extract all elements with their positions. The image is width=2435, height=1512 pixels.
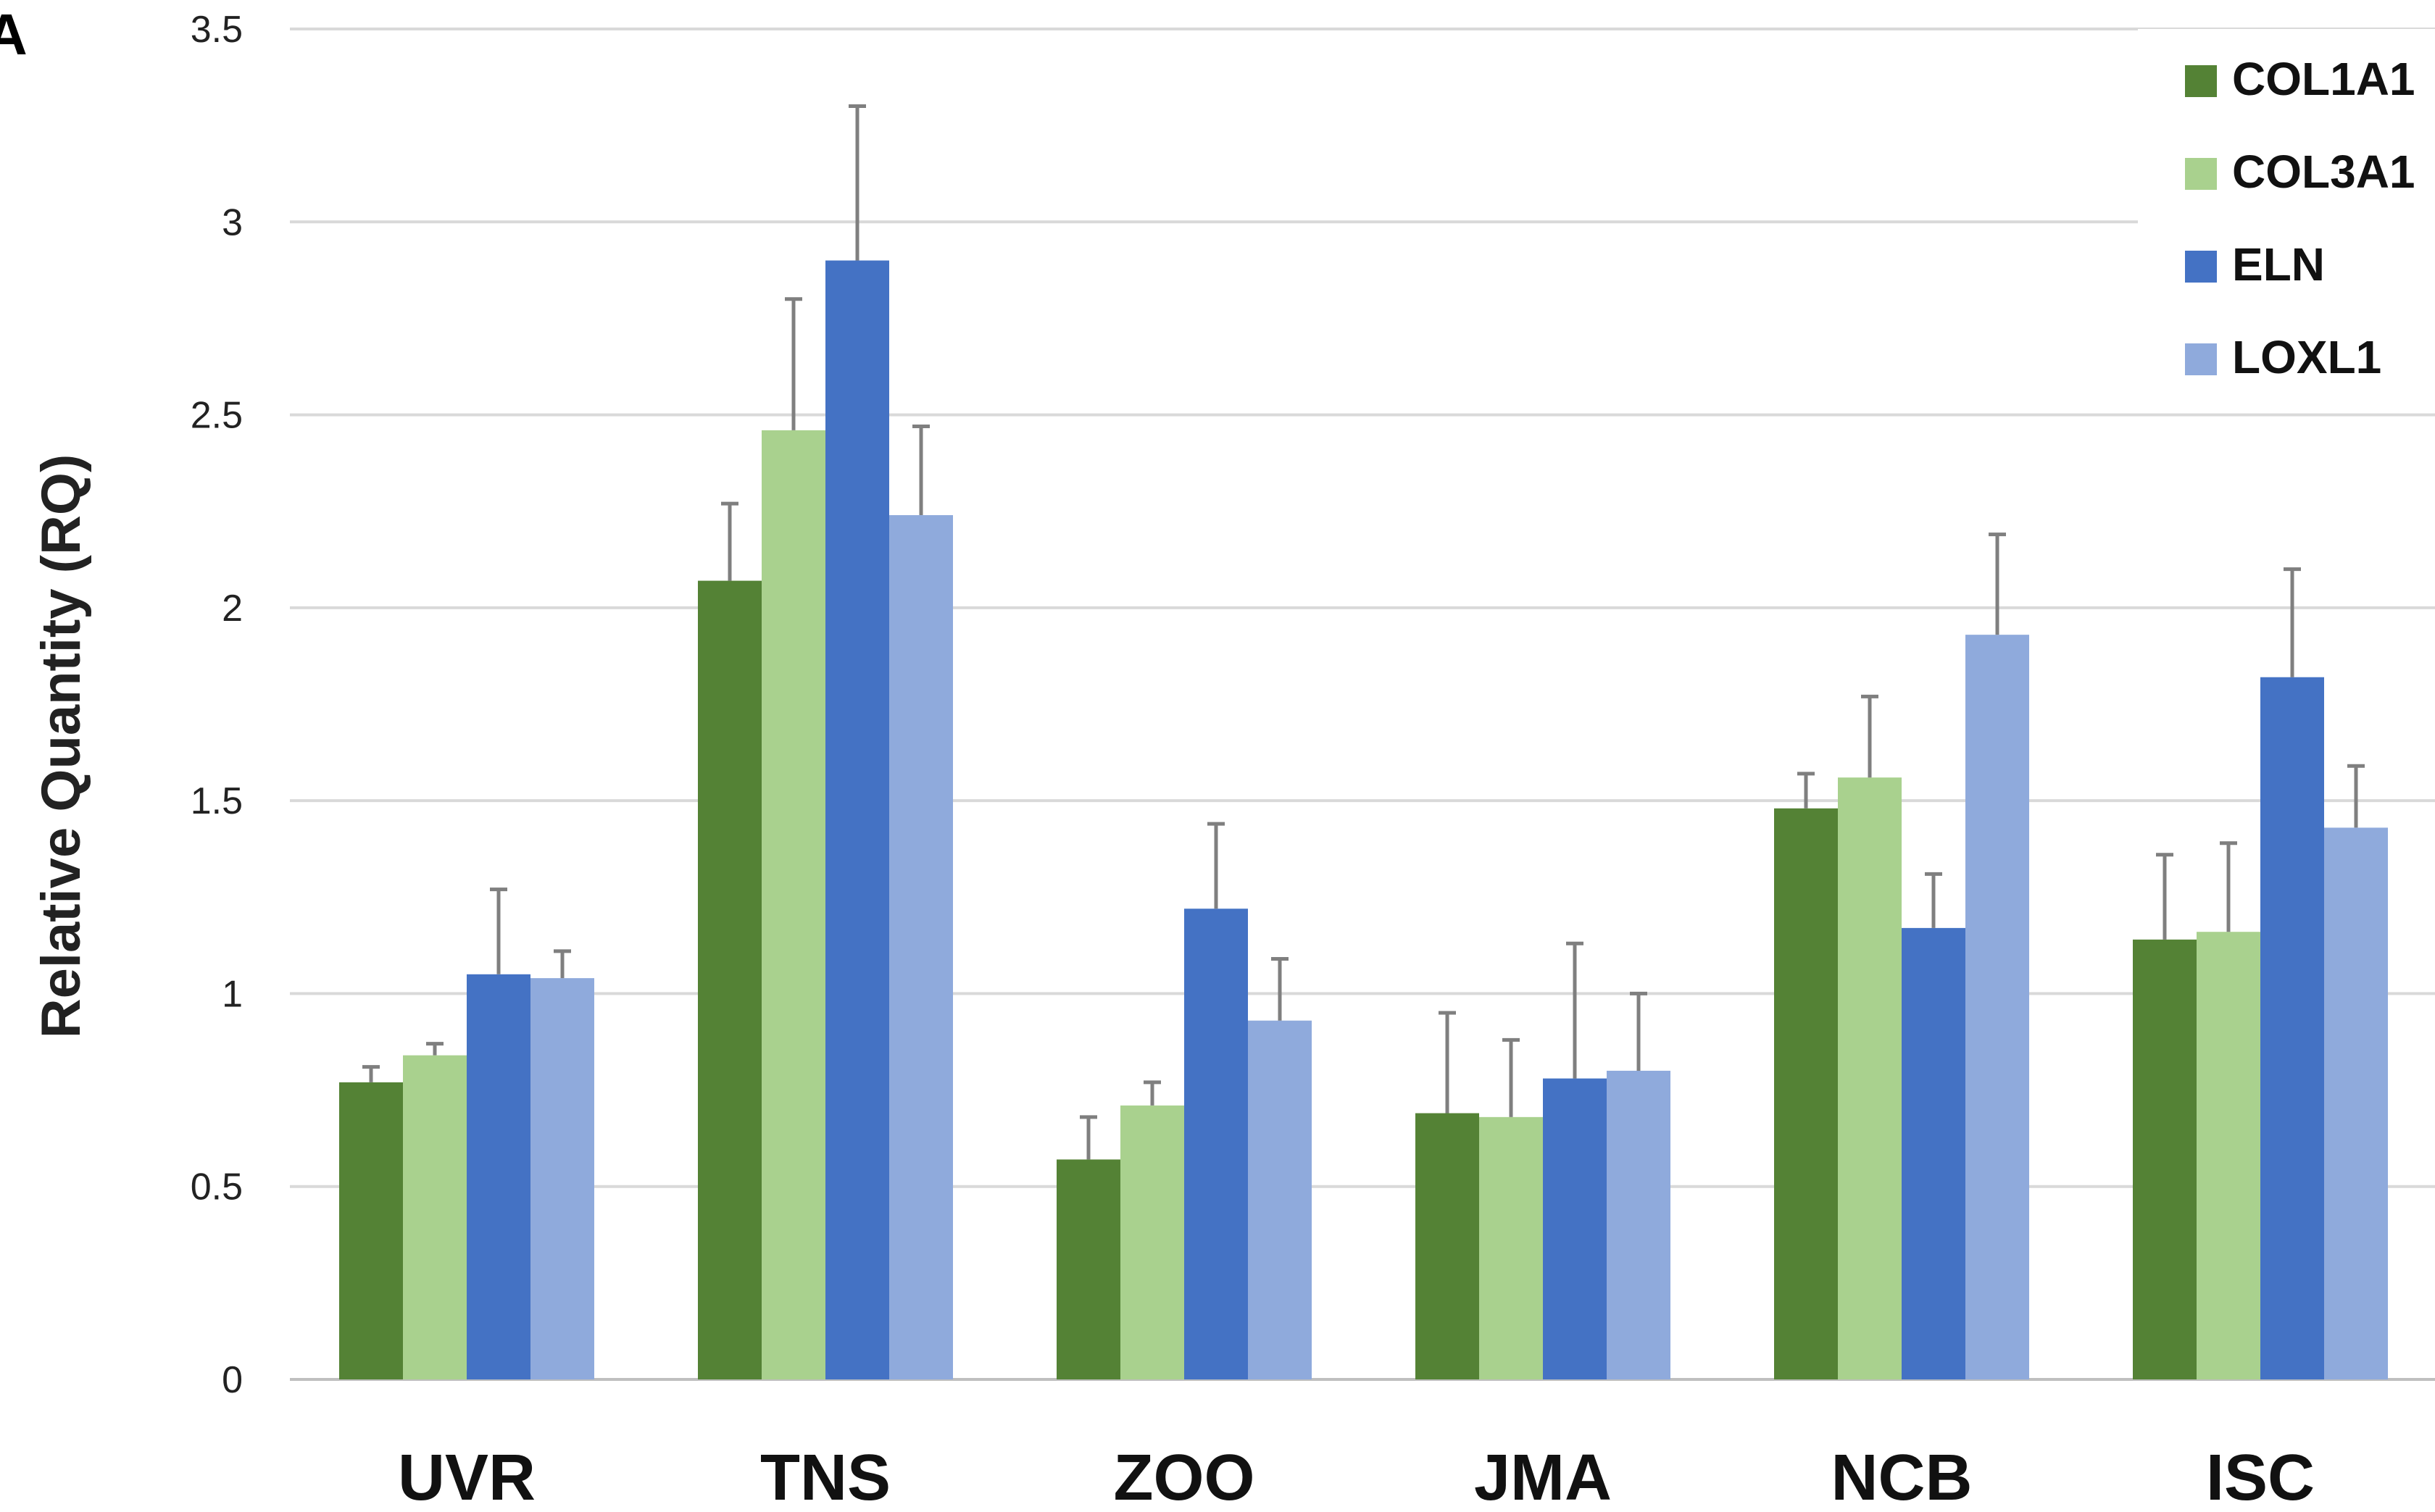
error-bars — [362, 104, 2365, 1160]
bar-col3a1-isc — [2197, 932, 2260, 1379]
y-tick-labels: 0 0.5 1 1.5 2 2.5 3 3.5 — [191, 9, 243, 1401]
error-bar-eln-zoo — [1207, 822, 1225, 909]
error-bar-col3a1-zoo — [1144, 1080, 1161, 1106]
error-bar-eln-ncb — [1925, 872, 1942, 928]
bar-eln-isc — [2260, 677, 2324, 1379]
bar-col1a1-isc — [2133, 939, 2197, 1379]
x-tick-label: NCB — [1831, 1442, 1973, 1512]
x-tick-label: ZOO — [1114, 1442, 1255, 1512]
error-bar-col1a1-isc — [2156, 853, 2173, 940]
error-bar-loxl1-isc — [2347, 764, 2365, 828]
error-bar-eln-tns — [849, 104, 866, 261]
legend-label-col3a1: COL3A1 — [2232, 146, 2415, 198]
y-axis-label: Relative Quantity (RQ) — [30, 454, 92, 1039]
bar-col3a1-tns — [762, 430, 825, 1379]
bar-eln-zoo — [1184, 909, 1248, 1379]
error-bar-loxl1-ncb — [1989, 532, 2006, 635]
bar-col1a1-uvr — [339, 1082, 403, 1379]
error-bar-col1a1-zoo — [1080, 1115, 1097, 1160]
bar-col1a1-jma — [1415, 1113, 1479, 1379]
bar-col3a1-zoo — [1120, 1105, 1184, 1379]
y-tick-label: 3.5 — [191, 9, 243, 51]
legend: COL1A1 COL3A1 ELN LOXL1 — [2138, 29, 2435, 406]
y-tick-label: 3 — [222, 201, 243, 243]
bar-loxl1-uvr — [530, 978, 594, 1379]
bar-eln-uvr — [467, 974, 530, 1379]
panel-label: A — [0, 2, 28, 67]
bar-col3a1-jma — [1479, 1116, 1543, 1379]
bars — [339, 260, 2388, 1379]
x-tick-label: TNS — [760, 1442, 891, 1512]
bar-eln-tns — [825, 260, 889, 1379]
error-bar-eln-uvr — [490, 887, 507, 974]
legend-swatch-col3a1 — [2185, 158, 2217, 190]
gridlines — [290, 28, 2435, 1381]
bar-col1a1-zoo — [1057, 1159, 1120, 1379]
y-tick-label: 2.5 — [191, 395, 243, 437]
error-bar-col1a1-ncb — [1797, 772, 1815, 809]
error-bar-col1a1-uvr — [362, 1065, 380, 1082]
legend-swatch-loxl1 — [2185, 343, 2217, 375]
y-tick-label: 1 — [222, 973, 243, 1015]
bar-eln-ncb — [1902, 927, 1965, 1379]
bar-eln-jma — [1543, 1078, 1607, 1379]
error-bar-loxl1-tns — [912, 425, 930, 516]
error-bar-col3a1-ncb — [1861, 694, 1878, 778]
x-tick-label: ISC — [2206, 1442, 2315, 1512]
error-bar-loxl1-uvr — [554, 949, 571, 979]
bar-loxl1-jma — [1607, 1070, 1670, 1379]
error-bar-eln-isc — [2284, 567, 2301, 677]
error-bar-col1a1-tns — [721, 501, 738, 581]
legend-swatch-col1a1 — [2185, 65, 2217, 97]
bar-col3a1-uvr — [403, 1055, 467, 1379]
legend-label-col1a1: COL1A1 — [2232, 53, 2415, 105]
y-tick-label: 0 — [222, 1359, 243, 1401]
x-tick-label: JMA — [1474, 1442, 1612, 1512]
error-bar-col3a1-tns — [785, 297, 802, 430]
bar-loxl1-isc — [2324, 827, 2388, 1379]
error-bar-col3a1-isc — [2220, 841, 2237, 932]
bar-loxl1-ncb — [1965, 635, 2029, 1379]
x-tick-label: UVR — [398, 1442, 536, 1512]
legend-swatch-eln — [2185, 251, 2217, 283]
error-bar-eln-jma — [1566, 941, 1583, 1079]
x-category-labels: UVR TNS ZOO JMA NCB ISC — [398, 1442, 2315, 1512]
error-bar-col3a1-uvr — [426, 1042, 444, 1056]
y-tick-label: 0.5 — [191, 1166, 243, 1208]
legend-label-loxl1: LOXL1 — [2232, 331, 2381, 383]
legend-label-eln: ELN — [2232, 238, 2325, 291]
y-tick-label: 2 — [222, 588, 243, 630]
error-bar-loxl1-zoo — [1271, 957, 1289, 1021]
bar-col1a1-ncb — [1774, 808, 1838, 1379]
bar-col1a1-tns — [698, 580, 762, 1379]
bar-col3a1-ncb — [1838, 777, 1902, 1379]
error-bar-col1a1-jma — [1439, 1011, 1456, 1114]
error-bar-loxl1-jma — [1630, 991, 1647, 1071]
bar-loxl1-tns — [889, 515, 953, 1379]
error-bar-col3a1-jma — [1502, 1037, 1520, 1117]
bar-loxl1-zoo — [1248, 1020, 1312, 1379]
y-tick-label: 1.5 — [191, 780, 243, 822]
